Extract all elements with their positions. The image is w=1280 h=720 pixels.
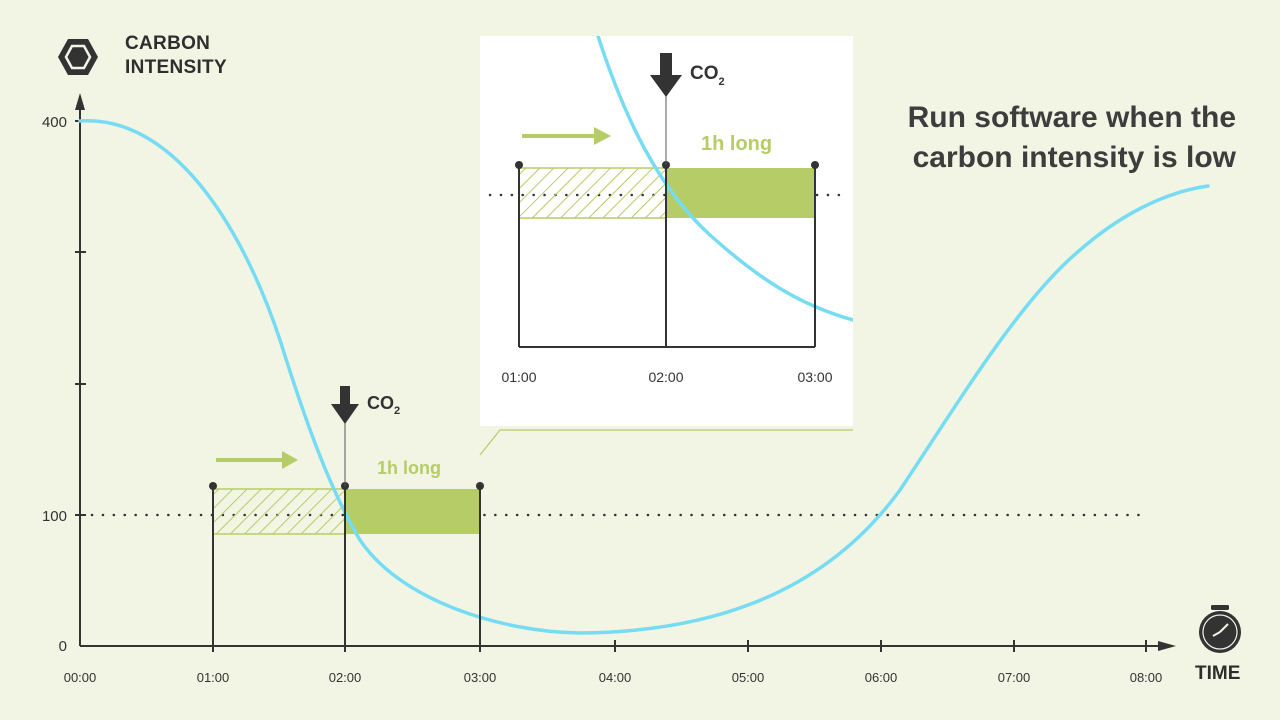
inset-tick-0100: 01:00: [501, 369, 536, 385]
inset-co2-label: CO2: [690, 63, 725, 88]
inset-duration-label: 1h long: [701, 133, 772, 155]
x-tick-0800: 08:00: [1130, 670, 1163, 685]
x-tick-0200: 02:00: [329, 670, 362, 685]
y-tick-100: 100: [42, 508, 67, 525]
duration-label: 1h long: [377, 458, 441, 478]
zoom-inset: [479, 36, 853, 456]
inset-tick-0200: 02:00: [648, 369, 683, 385]
inset-shift-right-arrow-icon: [522, 127, 611, 145]
carbon-intensity-curve: [78, 119, 1210, 635]
y-axis-title-line2: INTENSITY: [125, 57, 227, 78]
x-tick-0300: 03:00: [464, 670, 497, 685]
x-axis-title: TIME: [1195, 663, 1241, 684]
y-tick-0: 0: [59, 638, 67, 655]
x-tick-0700: 07:00: [998, 670, 1031, 685]
stopwatch-icon: [1199, 605, 1241, 653]
headline-line1: Run software when the: [907, 101, 1236, 134]
x-tick-0600: 06:00: [865, 670, 898, 685]
x-tick-0400: 04:00: [599, 670, 632, 685]
x-axis: [80, 640, 1176, 652]
x-tick-0500: 05:00: [732, 670, 765, 685]
co2-down-arrow-icon: [331, 386, 359, 424]
headline-line2: carbon intensity is low: [912, 141, 1236, 174]
inset-co2-down-arrow-icon: [650, 53, 682, 97]
hexagon-icon: [58, 39, 98, 75]
co2-label: CO2: [367, 393, 400, 417]
y-tick-400: 400: [42, 114, 67, 131]
x-tick-0100: 01:00: [197, 670, 230, 685]
y-axis: [75, 93, 86, 646]
inset-tick-0300: 03:00: [797, 369, 832, 385]
y-axis-title: CARBON INTENSITY: [125, 32, 227, 80]
shift-right-arrow-icon: [216, 451, 298, 469]
shifted-window-filled: [345, 489, 480, 534]
original-window-hatched: [212, 488, 346, 535]
headline: Run software when the carbon intensity i…: [816, 98, 1236, 178]
x-tick-0000: 00:00: [64, 670, 97, 685]
window-markers: [209, 420, 484, 646]
y-axis-title-line1: CARBON: [125, 33, 211, 54]
